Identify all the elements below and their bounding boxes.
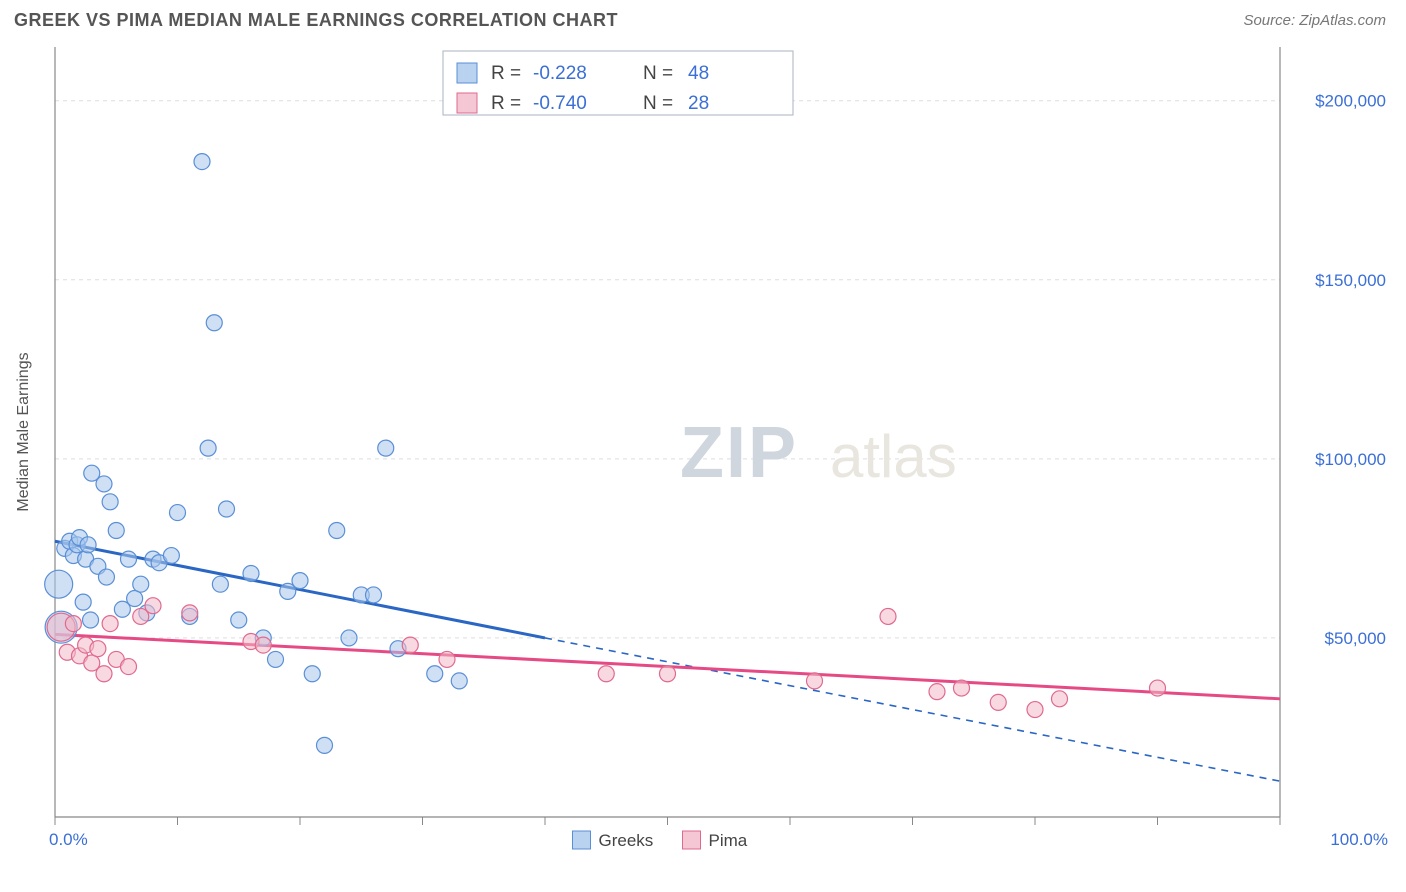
x-tick-label: 100.0%	[1330, 830, 1388, 849]
scatter-point	[1052, 691, 1068, 707]
scatter-point	[268, 651, 284, 667]
bottom-legend-label: Pima	[709, 831, 748, 850]
y-tick-label: $150,000	[1315, 271, 1386, 290]
scatter-point	[83, 612, 99, 628]
legend-n-value: 48	[688, 63, 709, 84]
scatter-point	[90, 641, 106, 657]
scatter-point	[145, 598, 161, 614]
legend-r-label: R =	[491, 93, 521, 114]
scatter-point	[170, 505, 186, 521]
scatter-point	[292, 573, 308, 589]
legend-swatch	[457, 63, 477, 83]
scatter-point	[402, 637, 418, 653]
trendline-dashed	[545, 638, 1280, 781]
scatter-point	[108, 522, 124, 538]
scatter-point	[96, 666, 112, 682]
scatter-point	[206, 315, 222, 331]
bottom-legend-swatch	[683, 831, 701, 849]
scatter-point	[304, 666, 320, 682]
chart-header: GREEK VS PIMA MEDIAN MALE EARNINGS CORRE…	[0, 0, 1406, 37]
scatter-point	[102, 494, 118, 510]
scatter-point	[660, 666, 676, 682]
scatter-point	[163, 548, 179, 564]
scatter-point	[1150, 680, 1166, 696]
scatter-point	[366, 587, 382, 603]
y-tick-label: $50,000	[1325, 629, 1386, 648]
watermark-atlas: atlas	[830, 423, 957, 490]
scatter-point	[929, 684, 945, 700]
scatter-point	[75, 594, 91, 610]
scatter-point	[80, 537, 96, 553]
correlation-scatter-chart: $50,000 $100,000 $150,000 $200,000 ZIP atlas 0…	[0, 37, 1406, 887]
scatter-point	[219, 501, 235, 517]
legend-r-value: -0.740	[533, 93, 587, 114]
scatter-point	[102, 616, 118, 632]
chart-title: GREEK VS PIMA MEDIAN MALE EARNINGS CORRE…	[14, 10, 618, 31]
scatter-point	[439, 651, 455, 667]
legend-r-label: R =	[491, 63, 521, 84]
scatter-point	[954, 680, 970, 696]
scatter-point	[231, 612, 247, 628]
scatter-point	[990, 694, 1006, 710]
scatter-point	[121, 551, 137, 567]
scatter-point	[127, 591, 143, 607]
y-tick-label: $200,000	[1315, 92, 1386, 111]
x-tick-label: 0.0%	[49, 830, 88, 849]
y-axis-title: Median Male Earnings	[15, 352, 32, 511]
scatter-point	[880, 608, 896, 624]
scatter-point	[1027, 702, 1043, 718]
scatter-point	[243, 565, 259, 581]
scatter-point	[807, 673, 823, 689]
bottom-legend-swatch	[573, 831, 591, 849]
scatter-point	[65, 616, 81, 632]
scatter-point	[194, 154, 210, 170]
scatter-point	[200, 440, 216, 456]
y-tick-label: $100,000	[1315, 450, 1386, 469]
scatter-point	[378, 440, 394, 456]
scatter-point	[341, 630, 357, 646]
scatter-point	[598, 666, 614, 682]
legend-n-value: 28	[688, 93, 709, 114]
scatter-point	[133, 576, 149, 592]
scatter-point	[182, 605, 198, 621]
scatter-point	[451, 673, 467, 689]
legend-swatch	[457, 93, 477, 113]
scatter-point	[45, 570, 73, 598]
scatter-point	[317, 737, 333, 753]
watermark-zip: ZIP	[680, 413, 798, 493]
scatter-point	[121, 659, 137, 675]
legend-n-label: N =	[643, 63, 673, 84]
scatter-point	[96, 476, 112, 492]
source-attribution: Source: ZipAtlas.com	[1243, 12, 1386, 29]
bottom-legend-label: Greeks	[599, 831, 654, 850]
scatter-point	[98, 569, 114, 585]
legend-n-label: N =	[643, 93, 673, 114]
legend-r-value: -0.228	[533, 63, 587, 84]
chart-container: $50,000 $100,000 $150,000 $200,000 ZIP atlas 0…	[0, 37, 1406, 887]
scatter-point	[329, 522, 345, 538]
scatter-point	[212, 576, 228, 592]
scatter-point	[255, 637, 271, 653]
scatter-point	[427, 666, 443, 682]
